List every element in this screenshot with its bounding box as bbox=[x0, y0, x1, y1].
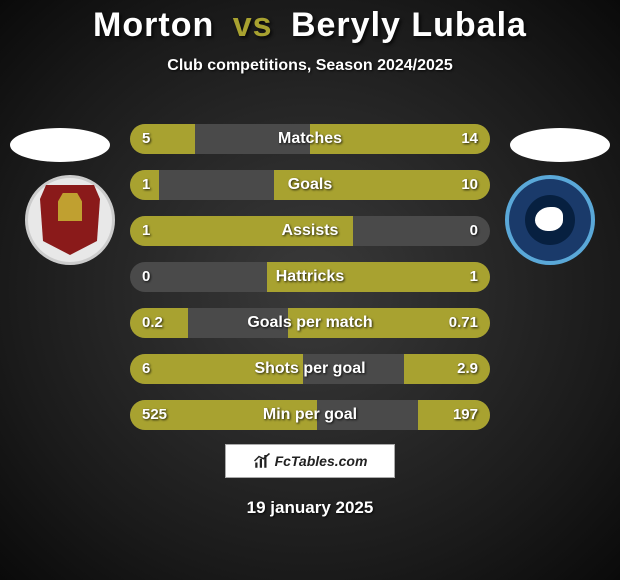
player1-name: Morton bbox=[93, 6, 214, 44]
shield-icon bbox=[40, 185, 100, 255]
stat-value-left: 6 bbox=[142, 354, 150, 384]
brand-text: FcTables.com bbox=[275, 453, 368, 469]
stat-label: Assists bbox=[130, 216, 490, 246]
stat-value-left: 1 bbox=[142, 170, 150, 200]
comparison-title: Morton vs Beryly Lubala bbox=[0, 0, 620, 45]
player2-name: Beryly Lubala bbox=[291, 6, 527, 44]
stat-row: Goals1 10 bbox=[130, 170, 490, 200]
swan-icon bbox=[525, 195, 575, 245]
stat-label: Shots per goal bbox=[130, 354, 490, 384]
stat-row: Goals per match0.2 0.71 bbox=[130, 308, 490, 338]
stat-value-left: 1 bbox=[142, 216, 150, 246]
stat-row: Min per goal525 197 bbox=[130, 400, 490, 430]
stat-value-right: 0.71 bbox=[449, 308, 478, 338]
stat-value-right: 197 bbox=[453, 400, 478, 430]
stat-label: Hattricks bbox=[130, 262, 490, 292]
stat-value-right: 2.9 bbox=[457, 354, 478, 384]
stat-label: Min per goal bbox=[130, 400, 490, 430]
footer-date: 19 january 2025 bbox=[0, 498, 620, 518]
stat-value-left: 0.2 bbox=[142, 308, 163, 338]
player2-photo-placeholder bbox=[510, 128, 610, 162]
stat-value-right: 1 bbox=[470, 262, 478, 292]
stat-row: Shots per goal6 2.9 bbox=[130, 354, 490, 384]
stat-label: Goals bbox=[130, 170, 490, 200]
chart-icon bbox=[253, 452, 271, 470]
vs-label: vs bbox=[233, 6, 273, 44]
player1-club-badge bbox=[25, 175, 115, 265]
player2-club-badge bbox=[505, 175, 595, 265]
player1-photo-placeholder bbox=[10, 128, 110, 162]
stat-label: Matches bbox=[130, 124, 490, 154]
stat-value-left: 0 bbox=[142, 262, 150, 292]
stat-row: Matches5 14 bbox=[130, 124, 490, 154]
stat-value-right: 0 bbox=[470, 216, 478, 246]
stats-bars: Matches514Goals110Assists10Hattricks01Go… bbox=[130, 124, 490, 446]
stat-value-left: 5 bbox=[142, 124, 150, 154]
stat-value-right: 10 bbox=[461, 170, 478, 200]
stat-value-left: 525 bbox=[142, 400, 167, 430]
brand-logo: FcTables.com bbox=[225, 444, 395, 478]
stat-value-right: 14 bbox=[461, 124, 478, 154]
stat-label: Goals per match bbox=[130, 308, 490, 338]
stat-row: Assists1 0 bbox=[130, 216, 490, 246]
stat-row: Hattricks0 1 bbox=[130, 262, 490, 292]
subtitle: Club competitions, Season 2024/2025 bbox=[0, 57, 620, 75]
